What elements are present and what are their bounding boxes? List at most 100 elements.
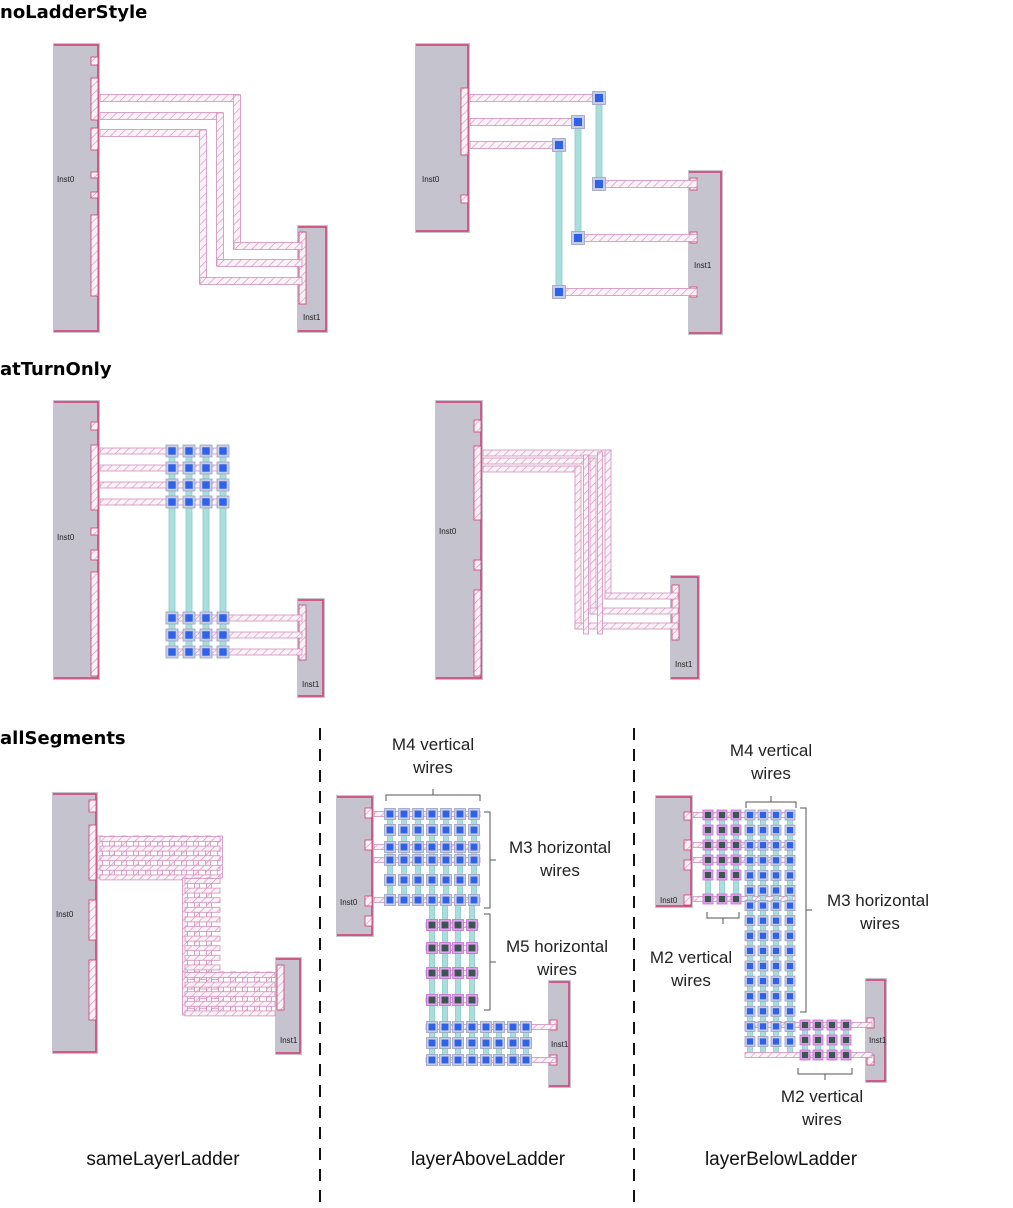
via xyxy=(428,810,436,818)
metal-wire xyxy=(184,954,221,961)
metal-wire xyxy=(184,897,221,904)
instance-inst1 xyxy=(688,170,723,335)
via xyxy=(509,1039,517,1047)
via xyxy=(814,1051,822,1059)
via xyxy=(732,811,740,819)
via xyxy=(456,896,464,904)
metal-wire xyxy=(99,112,224,120)
via xyxy=(468,969,476,977)
via xyxy=(456,843,464,851)
instance-label: Inst0 xyxy=(340,898,358,907)
svg-text:M2 vertical: M2 vertical xyxy=(650,948,732,967)
via xyxy=(442,810,450,818)
via xyxy=(442,826,450,834)
via xyxy=(842,1051,850,1059)
via xyxy=(454,1039,462,1047)
via xyxy=(786,993,794,1000)
pin xyxy=(90,444,99,511)
pin xyxy=(90,77,99,121)
via xyxy=(428,996,436,1004)
metal-wire xyxy=(425,970,479,976)
pin xyxy=(90,214,99,297)
via xyxy=(772,993,780,1000)
metal-wire xyxy=(99,845,221,852)
via xyxy=(470,876,478,884)
metal-wire xyxy=(482,457,597,465)
via xyxy=(441,921,449,929)
via xyxy=(202,464,210,472)
via xyxy=(786,932,794,939)
via xyxy=(786,811,794,819)
via xyxy=(786,962,794,970)
via xyxy=(732,895,740,903)
via xyxy=(428,1056,436,1064)
instance-border xyxy=(298,599,324,697)
svg-text:M5 horizontal: M5 horizontal xyxy=(506,937,608,956)
metal-wire xyxy=(469,118,579,126)
via xyxy=(509,1023,517,1031)
via xyxy=(772,1038,780,1045)
via xyxy=(400,826,408,834)
pin xyxy=(90,56,99,66)
via xyxy=(772,827,780,834)
metal-wire xyxy=(184,906,221,913)
metal-wire xyxy=(558,288,698,296)
via xyxy=(786,827,794,834)
metal-wire xyxy=(99,864,221,871)
svg-text:wires: wires xyxy=(539,861,580,880)
pin xyxy=(276,964,285,1011)
svg-text:wires: wires xyxy=(750,764,791,783)
via xyxy=(468,996,476,1004)
via xyxy=(759,842,767,849)
instance-border xyxy=(276,958,301,1054)
via xyxy=(786,917,794,924)
instance-label: Inst1 xyxy=(869,1036,887,1045)
svg-text:M4 vertical: M4 vertical xyxy=(392,735,474,754)
via xyxy=(400,896,408,904)
via xyxy=(454,921,462,929)
via xyxy=(456,826,464,834)
via xyxy=(400,856,408,864)
via xyxy=(759,1038,767,1045)
annotation-above-m3: M3 horizontal wires xyxy=(484,811,611,909)
metal-wire xyxy=(604,449,612,600)
pin xyxy=(683,839,692,851)
svg-text:wires: wires xyxy=(670,971,711,990)
metal-wire xyxy=(184,981,276,988)
via xyxy=(386,876,394,884)
via xyxy=(509,1056,517,1064)
via xyxy=(470,810,478,818)
via xyxy=(746,932,754,939)
via xyxy=(554,140,564,150)
via xyxy=(414,876,422,884)
pin xyxy=(90,549,99,561)
via xyxy=(386,856,394,864)
via xyxy=(482,1056,490,1064)
via xyxy=(828,1051,836,1059)
via xyxy=(704,856,712,864)
via xyxy=(168,648,176,656)
bracket-icon xyxy=(484,811,496,909)
cyan-wire xyxy=(555,144,563,293)
pin xyxy=(473,419,482,433)
pin xyxy=(364,807,373,819)
instance-label: Inst1 xyxy=(551,1040,569,1049)
metal-wire xyxy=(199,129,207,285)
annotation-below-m2-bottom: M2 vertical wires xyxy=(781,1068,863,1129)
via xyxy=(842,1021,850,1029)
via xyxy=(786,872,794,879)
metal-wire xyxy=(589,607,679,615)
pin xyxy=(88,799,97,813)
via xyxy=(746,978,754,985)
via xyxy=(441,944,449,952)
metal-wire xyxy=(469,141,560,149)
pin xyxy=(90,571,99,677)
via xyxy=(428,921,436,929)
via xyxy=(801,1021,809,1029)
via xyxy=(594,179,604,189)
metal-wire xyxy=(184,964,221,971)
via xyxy=(759,872,767,879)
via xyxy=(772,872,780,879)
section-title-noladderstyle: noLadderStyle xyxy=(0,2,147,23)
